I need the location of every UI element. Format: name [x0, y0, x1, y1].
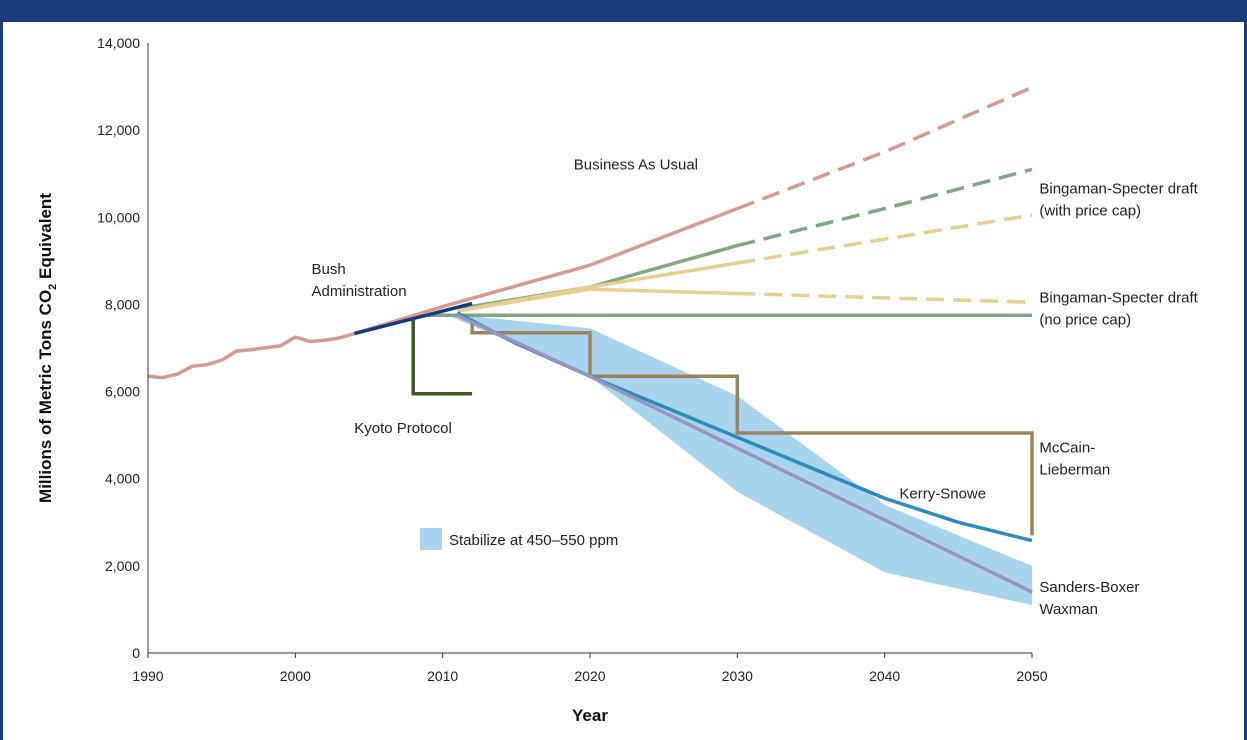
x-tick-label: 2030 [722, 668, 753, 684]
series-annotation: Bingaman-Specter draft (with price cap) [1039, 180, 1198, 219]
series-bs-cap-proj [736, 167, 1033, 248]
y-axis-title: Millions of Metric Tons CO2 Equivalent [36, 193, 59, 503]
left-border [0, 0, 3, 740]
annotations-layer: Business As Usual Bingaman-Specter draft(… [312, 156, 1199, 618]
series-bs-cap [457, 243, 738, 311]
x-axis-title: Year [572, 706, 608, 725]
legend-swatch [420, 528, 442, 550]
y-tick-label: 14,000 [97, 35, 140, 51]
stabilization-band [442, 313, 1032, 606]
series-history [147, 331, 355, 380]
series-bs-nocap-lower-proj [737, 291, 1033, 305]
series-annotation: Kerry-Snowe [899, 485, 986, 502]
x-tick-label: 1990 [132, 668, 163, 684]
y-tick-label: 8,000 [105, 296, 140, 312]
series-kyoto [411, 319, 473, 396]
top-banner [0, 0, 1247, 22]
legend: Stabilize at 450–550 ppm [420, 528, 618, 550]
y-tick-label: 4,000 [105, 471, 140, 487]
y-tick-label: 6,000 [105, 384, 140, 400]
legend-label: Stabilize at 450–550 ppm [449, 532, 618, 549]
series-annotation: Business As Usual [574, 156, 698, 173]
x-tick-label: 2000 [280, 668, 311, 684]
series-annotation: McCain-Lieberman [1039, 440, 1110, 479]
series-bau-proj [736, 85, 1033, 211]
series-bau [353, 206, 738, 336]
series-bush [353, 301, 473, 336]
series-annotation: Bingaman-Specter draft (no price cap) [1039, 289, 1198, 328]
x-tick-label: 2020 [574, 668, 605, 684]
series-annotation: Kyoto Protocol [354, 420, 452, 437]
x-tick-label: 2040 [869, 668, 900, 684]
ticks-layer: 1990 2000 2010 2020 2030 2040 2050 0 2,000 4,000 6… [97, 35, 1048, 684]
x-tick-label: 2010 [427, 668, 458, 684]
y-tick-label: 2,000 [105, 558, 140, 574]
y-tick-label: 10,000 [97, 209, 140, 225]
series-layer [147, 85, 1034, 594]
series-bs-nocap-lower [457, 287, 738, 313]
series-sanders [456, 313, 1033, 594]
right-border [1244, 0, 1247, 740]
stabilization-band-layer [442, 313, 1032, 606]
y-tick-label: 12,000 [97, 122, 140, 138]
series-bs-nocap-upper-proj [737, 213, 1033, 265]
y-tick-label: 0 [132, 645, 140, 661]
x-tick-label: 2050 [1016, 668, 1047, 684]
series-annotation: Sanders-Boxer Waxman [1039, 579, 1139, 618]
series-annotation: Bush Administration [312, 261, 407, 300]
